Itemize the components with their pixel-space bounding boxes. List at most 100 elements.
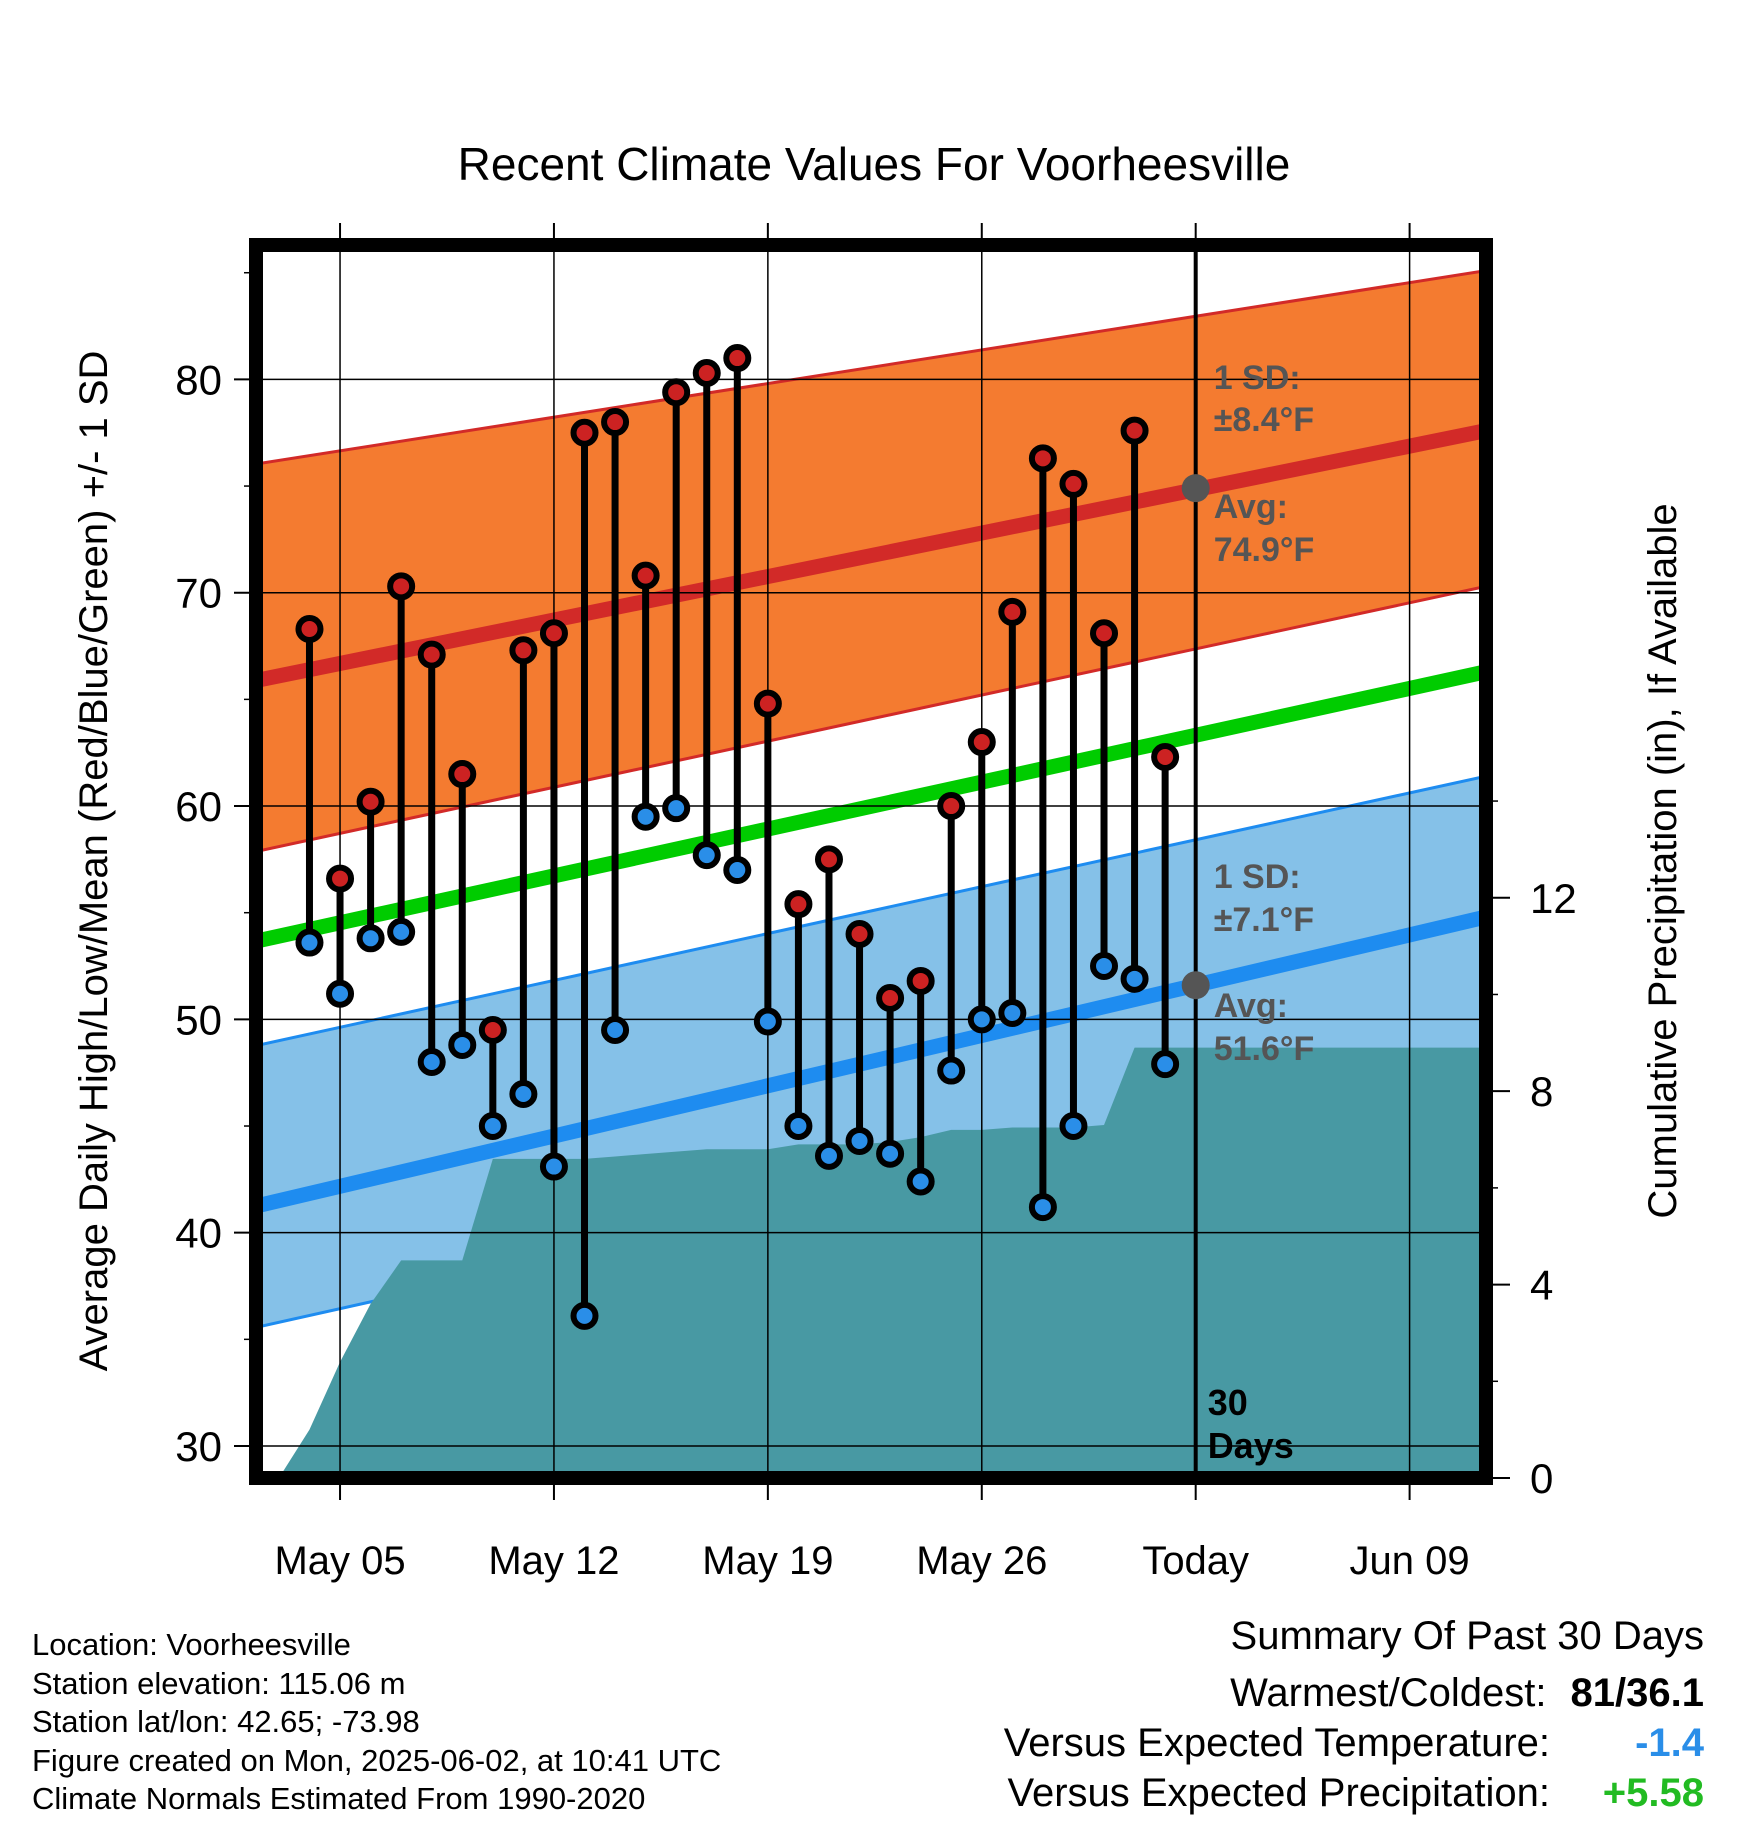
precip-departure-row: Versus Expected Precipitation: +5.58 xyxy=(1004,1771,1704,1821)
normal-low-line xyxy=(256,909,1486,1214)
low-sd-value: ±7.1°F xyxy=(1214,901,1314,939)
high-point xyxy=(753,689,782,718)
low-point xyxy=(295,928,324,957)
precip-departure-value: +5.58 xyxy=(1602,1771,1704,1815)
x-axis-title: Day xyxy=(838,1596,909,1600)
low-point xyxy=(876,1139,905,1168)
station-info: Location: Voorheesville Station elevatio… xyxy=(32,1626,721,1819)
x-tick-label: Jun 09 xyxy=(1350,1539,1470,1583)
low-avg-label: Avg: xyxy=(1214,987,1288,1025)
warmest-coldest-row: Warmest/Coldest: 81/36.1 xyxy=(1004,1671,1704,1721)
high-point xyxy=(814,845,843,874)
low-point xyxy=(1028,1193,1057,1222)
high-point xyxy=(845,920,874,949)
y-tick-label: 80 xyxy=(175,356,222,403)
normals-text: Climate Normals Estimated From 1990-2020 xyxy=(32,1781,646,1816)
high-sd-band-edge xyxy=(256,269,1486,466)
high-point xyxy=(356,787,385,816)
low-point xyxy=(723,856,752,885)
summary-title: Summary Of Past 30 Days xyxy=(1230,1614,1704,1658)
temp-departure-label: Versus Expected Temperature: xyxy=(1003,1721,1550,1765)
low-avg-value: 51.6°F xyxy=(1214,1030,1315,1068)
high-point xyxy=(326,864,355,893)
high-point xyxy=(967,728,996,757)
high-avg-marker xyxy=(1181,474,1210,503)
high-point xyxy=(631,561,660,590)
high-point xyxy=(723,344,752,373)
created-text: Figure created on Mon, 2025-06-02, at 10… xyxy=(32,1742,722,1778)
low-point xyxy=(448,1030,477,1059)
precip-area xyxy=(256,1047,1486,1478)
y2-tick-label: 12 xyxy=(1530,875,1577,922)
high-point xyxy=(1028,444,1057,473)
x-tick-label: May 12 xyxy=(488,1539,619,1583)
low-point xyxy=(631,802,660,831)
warmest-coldest-label: Warmest/Coldest: xyxy=(1230,1671,1547,1715)
high-point xyxy=(662,378,691,407)
high-point xyxy=(937,792,966,821)
y2-tick-label: 8 xyxy=(1530,1068,1553,1115)
low-point xyxy=(814,1141,843,1170)
high-point xyxy=(876,984,905,1013)
precip-departure-label: Versus Expected Precipitation: xyxy=(1007,1771,1550,1815)
low-point xyxy=(662,794,691,823)
high-point xyxy=(1120,416,1149,445)
normal-high-line xyxy=(256,423,1486,688)
low-point xyxy=(509,1080,538,1109)
low-point xyxy=(539,1152,568,1181)
high-point xyxy=(509,636,538,665)
y-tick-label: 40 xyxy=(175,1210,222,1257)
low-point xyxy=(356,924,385,953)
high-point xyxy=(417,640,446,669)
high-point xyxy=(784,890,813,919)
x-tick-label: May 19 xyxy=(702,1539,833,1583)
elevation-text: Station elevation: 115.06 m xyxy=(32,1665,406,1701)
low-avg-marker xyxy=(1181,971,1210,1000)
y2-tick-label: 4 xyxy=(1530,1262,1553,1309)
low-point xyxy=(1090,952,1119,981)
high-point xyxy=(448,760,477,789)
low-point xyxy=(478,1112,507,1141)
x-tick-label: May 26 xyxy=(916,1539,1047,1583)
high-avg-value: 74.9°F xyxy=(1214,531,1315,569)
temp-departure-value: -1.4 xyxy=(1635,1721,1704,1765)
y-tick-label: 30 xyxy=(175,1423,222,1470)
low-point xyxy=(784,1112,813,1141)
y2-axis-title: Cumulative Precipitation (in), If Availa… xyxy=(1641,503,1685,1218)
y-tick-label: 70 xyxy=(175,570,222,617)
high-point xyxy=(906,966,935,995)
low-point xyxy=(1059,1112,1088,1141)
x-tick-label: Today xyxy=(1142,1539,1249,1583)
chart-title: Recent Climate Values For Voorheesville xyxy=(458,138,1291,190)
low-point xyxy=(753,1007,782,1036)
high-avg-label: Avg: xyxy=(1214,488,1288,526)
location-text: Location: Voorheesville xyxy=(32,1627,351,1662)
low-point xyxy=(845,1126,874,1155)
low-point xyxy=(937,1056,966,1085)
high-point xyxy=(1151,742,1180,771)
days-word-label: Days xyxy=(1208,1425,1294,1466)
x-tick-label: May 05 xyxy=(274,1539,405,1583)
y-axis-title: Average Daily High/Low/Mean (Red/Blue/Gr… xyxy=(72,351,116,1372)
low-point xyxy=(692,841,721,870)
low-point xyxy=(906,1167,935,1196)
y-tick-label: 60 xyxy=(175,783,222,830)
low-point xyxy=(967,1005,996,1034)
high-point xyxy=(570,418,599,447)
plot-frame xyxy=(249,238,1493,1485)
warmest-coldest-value: 81/36.1 xyxy=(1570,1671,1704,1715)
low-point xyxy=(998,998,1027,1027)
high-sd-label: 1 SD: xyxy=(1214,359,1301,397)
y2-tick-label: 0 xyxy=(1530,1455,1553,1502)
days-count-label: 30 xyxy=(1208,1382,1248,1423)
low-point xyxy=(387,917,416,946)
high-point xyxy=(1059,469,1088,498)
high-point xyxy=(1090,619,1119,648)
high-sd-value: ±8.4°F xyxy=(1214,401,1314,439)
latlon-text: Station lat/lon: 42.65; -73.98 xyxy=(32,1704,420,1739)
high-point xyxy=(295,614,324,643)
low-point xyxy=(570,1301,599,1330)
high-point xyxy=(601,408,630,437)
plot-area xyxy=(256,245,1486,1478)
low-point xyxy=(1120,964,1149,993)
